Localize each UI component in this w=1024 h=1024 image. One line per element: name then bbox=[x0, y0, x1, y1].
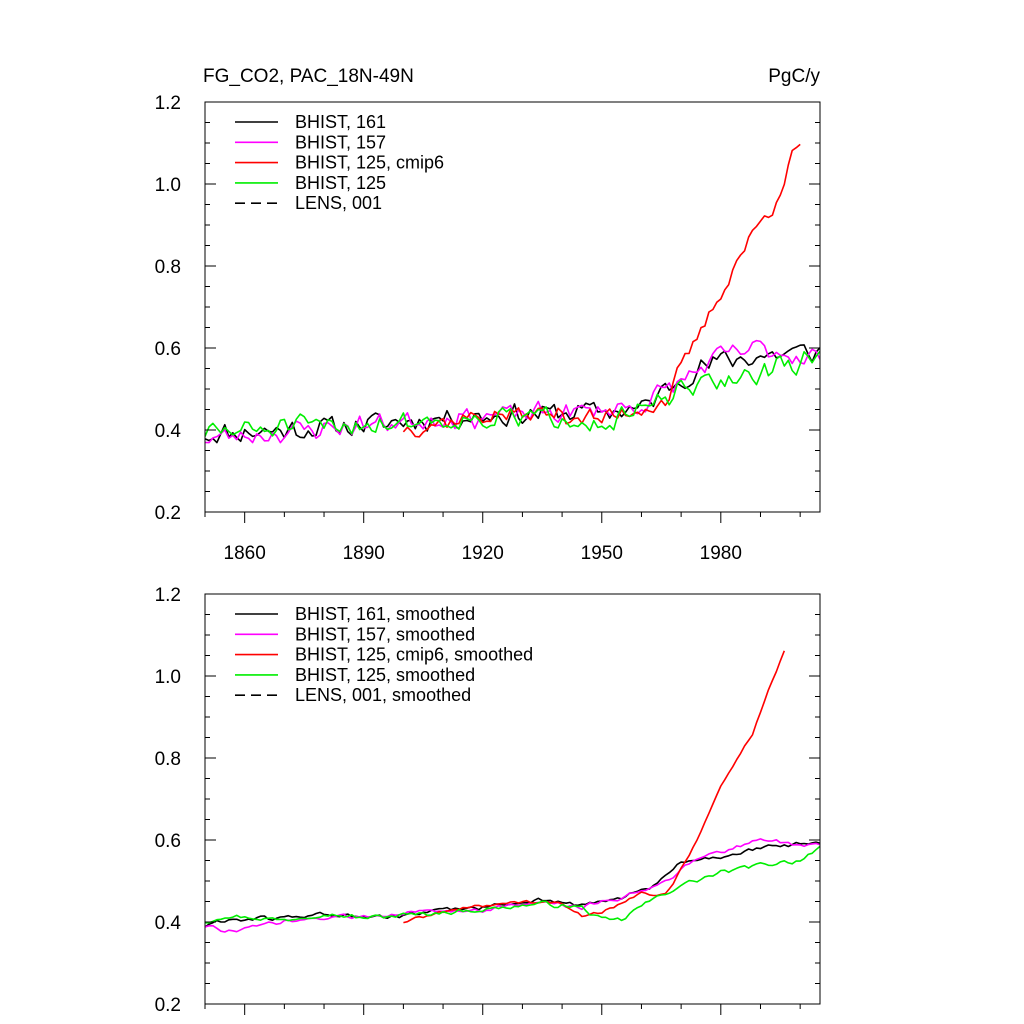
series-line-1 bbox=[205, 841, 820, 928]
chart-title: FG_CO2, PAC_18N-49N bbox=[203, 66, 414, 87]
y-tick-label: 1.2 bbox=[155, 93, 181, 114]
y-tick-label: 0.8 bbox=[155, 257, 181, 278]
legend-label: BHIST, 157, smoothed bbox=[295, 624, 475, 644]
legend-label: BHIST, 157 bbox=[295, 132, 386, 152]
x-tick-label: 1980 bbox=[700, 543, 742, 564]
y-tick-label: 1.2 bbox=[155, 585, 181, 606]
y-tick-label: 1.0 bbox=[155, 175, 181, 196]
series-line-3 bbox=[403, 650, 786, 924]
top-panel: 0.2 0.4 0.6 0.8 1.0 1.2 1860 1890 1920 1950 1980 FG… bbox=[155, 66, 821, 564]
series-line-2 bbox=[205, 838, 820, 933]
y-tick-label: 0.2 bbox=[155, 995, 181, 1016]
x-tick-label: 1950 bbox=[581, 543, 623, 564]
x-tick-label: 1890 bbox=[343, 543, 385, 564]
legend-label: BHIST, 125 bbox=[295, 173, 386, 193]
y-tick-label: 0.4 bbox=[155, 421, 182, 442]
series-line-1 bbox=[205, 344, 820, 444]
y-tick-label: 1.0 bbox=[155, 667, 181, 688]
legend-label: BHIST, 125, cmip6 bbox=[295, 153, 444, 173]
y-tick-label: 0.2 bbox=[155, 503, 181, 524]
legend-label: LENS, 001, smoothed bbox=[295, 685, 471, 705]
y-tick-label: 0.8 bbox=[155, 749, 181, 770]
x-tick-label: 1920 bbox=[462, 543, 504, 564]
legend-label: BHIST, 125, smoothed bbox=[295, 665, 475, 685]
y-tick-label: 0.6 bbox=[155, 831, 181, 852]
legend-label: LENS, 001 bbox=[295, 193, 382, 213]
units-label: PgC/y bbox=[768, 66, 820, 87]
y-tick-label: 0.4 bbox=[155, 913, 182, 934]
series-line-3 bbox=[402, 143, 801, 438]
legend-label: BHIST, 125, cmip6, smoothed bbox=[295, 645, 533, 665]
legend-label: BHIST, 161 bbox=[295, 112, 386, 132]
y-tick-label: 0.6 bbox=[155, 339, 181, 360]
x-tick-label: 1860 bbox=[224, 543, 266, 564]
series-line-4 bbox=[205, 350, 820, 437]
series-line-4 bbox=[205, 845, 820, 924]
legend-label: BHIST, 161, smoothed bbox=[295, 604, 475, 624]
